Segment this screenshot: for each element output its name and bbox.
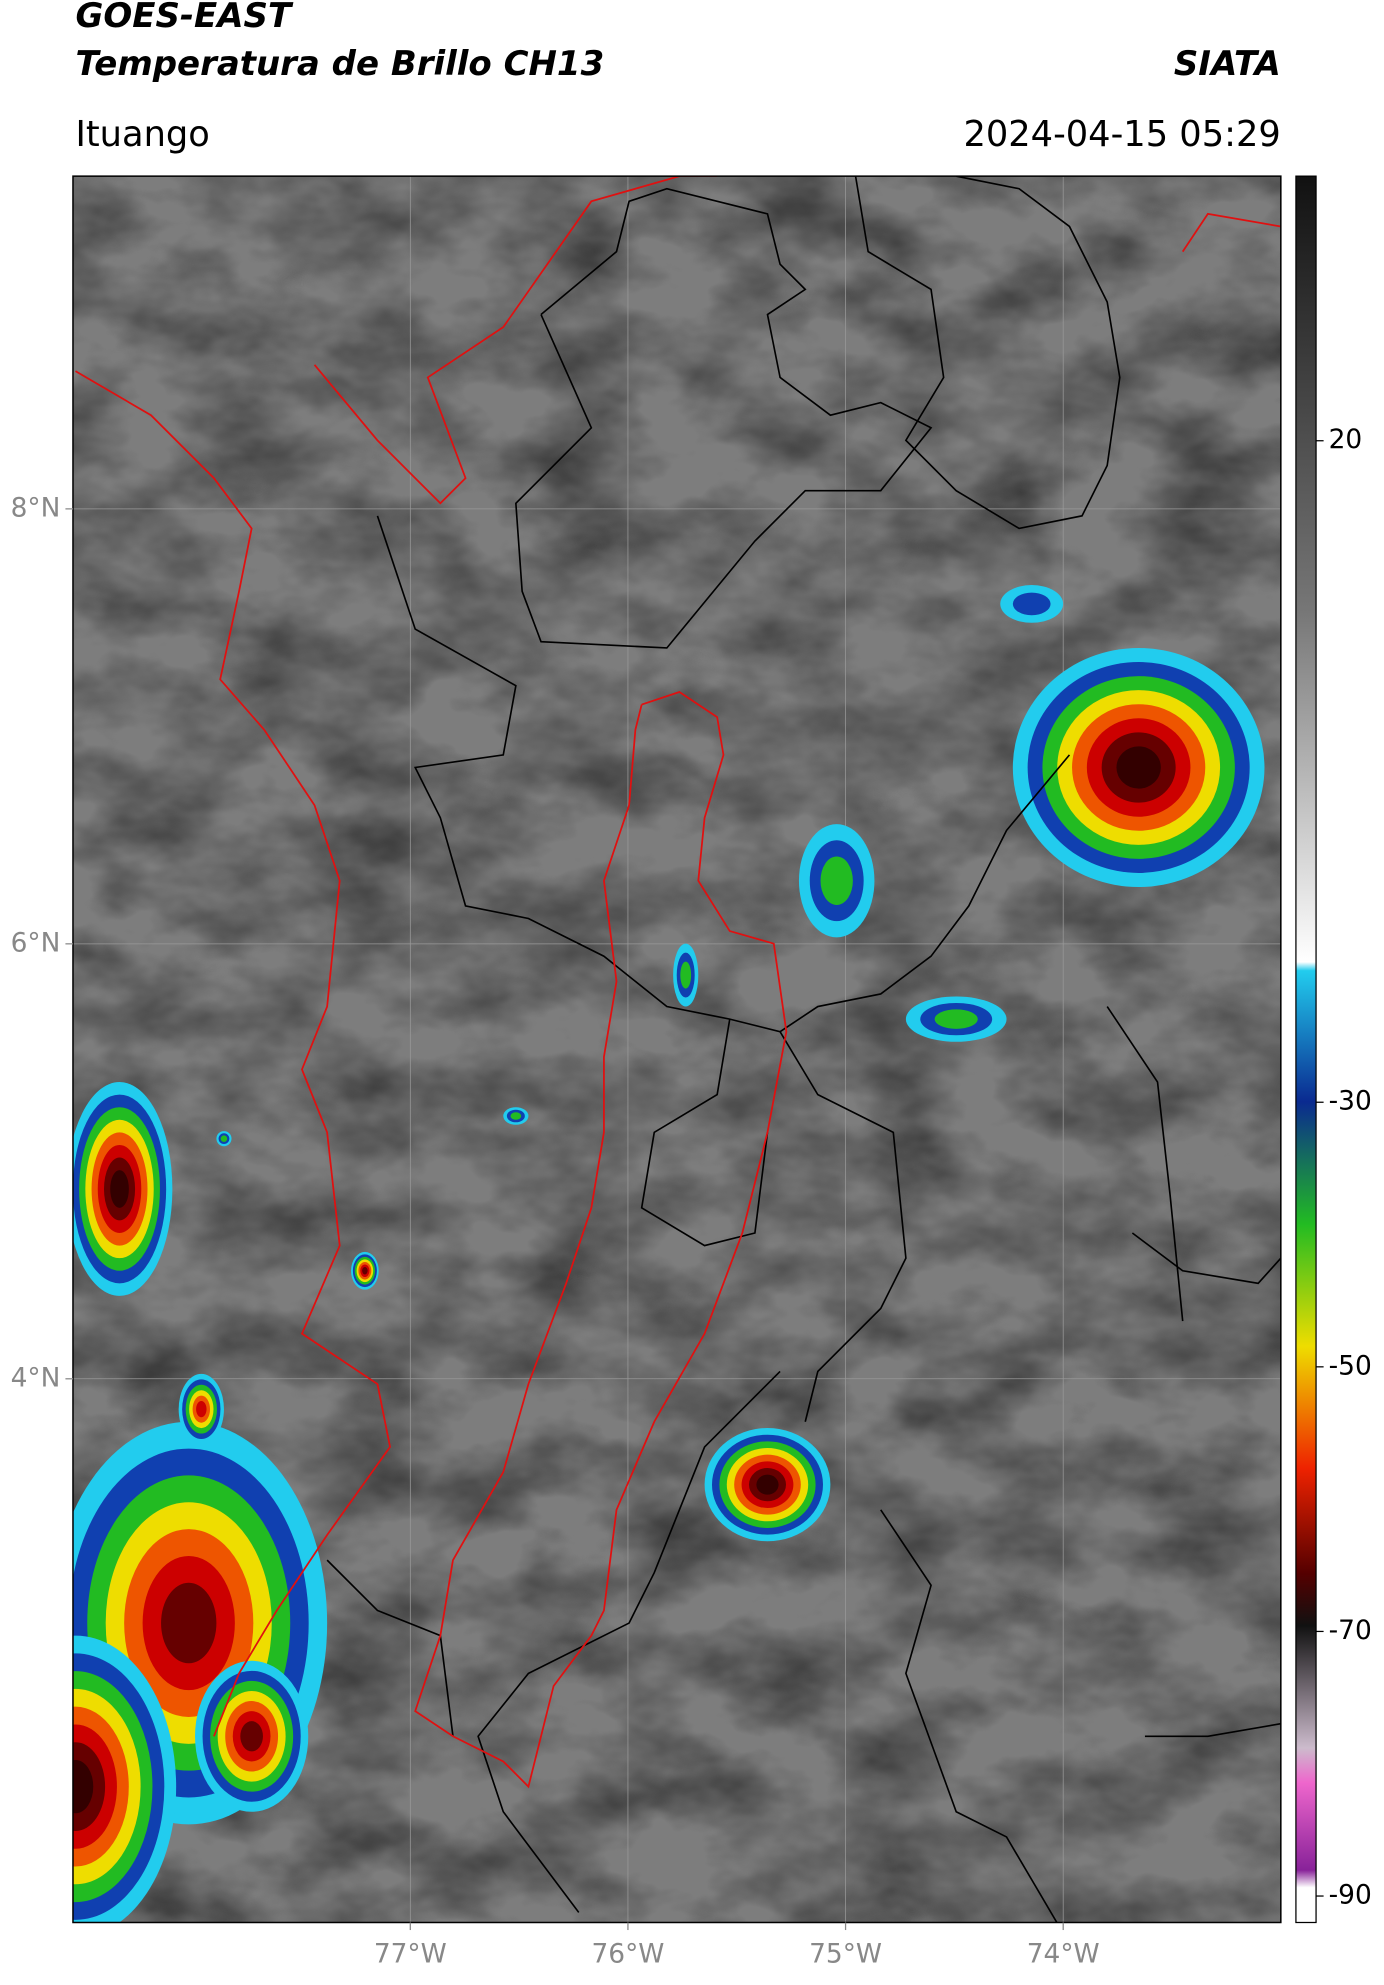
storm-cell xyxy=(934,1009,978,1029)
storm-cell xyxy=(510,1112,522,1120)
basin-outline xyxy=(75,176,1281,1789)
title: GOES-EAST xyxy=(75,0,293,36)
x-tick-label: 77°W xyxy=(374,1939,447,1970)
x-tick-label: 76°W xyxy=(591,1939,664,1970)
colorbar-tick-label: -30 xyxy=(1329,1086,1372,1117)
storm-cell xyxy=(220,1135,228,1142)
admin-borders xyxy=(326,176,1281,1923)
colorbar xyxy=(1295,175,1317,1924)
map-area xyxy=(72,176,1281,1923)
storm-cell xyxy=(240,1721,263,1752)
storm-cell xyxy=(1012,592,1051,616)
colorbar-tick-label: -70 xyxy=(1329,1615,1372,1646)
x-tick-label: 74°W xyxy=(1027,1939,1100,1970)
brand: SIATA xyxy=(1174,44,1281,84)
storm-cell xyxy=(362,1266,368,1275)
storm-cell xyxy=(161,1582,217,1664)
storm-cell xyxy=(756,1474,779,1495)
storm-cell xyxy=(820,856,853,905)
storm-cell xyxy=(1116,746,1161,789)
storm-cell xyxy=(196,1401,207,1418)
y-tick-label: 4°N xyxy=(11,1362,61,1393)
colorbar-tick-label: -50 xyxy=(1329,1350,1372,1381)
y-tick-label: 6°N xyxy=(11,927,61,958)
colorbar-tick-label: -90 xyxy=(1329,1880,1372,1911)
colorbar-tick-label: 20 xyxy=(1329,424,1363,455)
map-frame xyxy=(72,175,1282,1924)
storm-cell xyxy=(680,961,692,989)
y-tick-label: 8°N xyxy=(11,492,61,523)
location: Ituango xyxy=(75,114,209,155)
subtitle: Temperatura de Brillo CH13 xyxy=(75,44,604,84)
storm-cell xyxy=(72,1759,94,1814)
storm-cell xyxy=(110,1170,129,1208)
datetime: 2024-04-15 05:29 xyxy=(963,114,1280,155)
x-tick-label: 75°W xyxy=(809,1939,882,1970)
